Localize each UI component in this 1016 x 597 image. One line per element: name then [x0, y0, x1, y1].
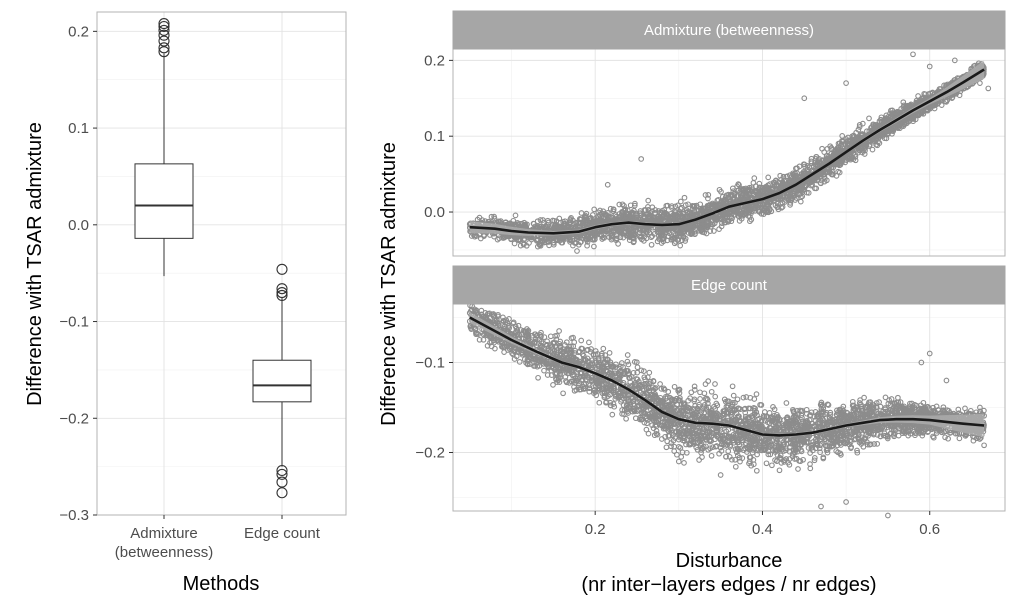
box-iqr [253, 360, 311, 402]
boxplot-y-tick-label: −0.3 [59, 507, 89, 524]
boxplot-y-tick-label: 0.2 [68, 23, 89, 40]
boxplot-x-tick-label: Admixture [130, 525, 198, 542]
facet-y-tick-label: 0.1 [424, 128, 445, 145]
boxplot-panel-background [97, 12, 346, 515]
boxplot-x-axis-title: Methods [183, 573, 260, 595]
facet-strip-label: Admixture (betweenness) [644, 22, 814, 39]
boxplot-y-axis-title: Difference with TSAR admixture [24, 122, 46, 406]
scatter-chart: Admixture (betweenness) 0.0 0.1 0.2 Edge cou… [378, 11, 1005, 596]
facet-y-tick-label: 0.0 [424, 204, 445, 221]
facet-y-tick-label: 0.2 [424, 52, 445, 69]
boxplot-y-tick-label: −0.1 [59, 314, 89, 331]
facet-panel-2: Edge count−0.2−0.1 [415, 266, 1005, 518]
box-iqr [135, 164, 193, 238]
boxplot-y-tick-label: −0.2 [59, 410, 89, 427]
boxplot-x-tick-label: (betweenness) [115, 544, 213, 561]
boxplot-x-tick-label: Edge count [244, 525, 321, 542]
facet-panel-1: Admixture (betweenness) 0.0 0.1 0.2 [424, 11, 1005, 256]
boxplot-chart: −0.3 −0.2 −0.1 0.0 0.1 0.2 Admixture (betweenne… [24, 12, 346, 595]
boxplot-y-tick-label: 0.1 [68, 120, 89, 137]
boxplot-y-tick-label: 0.0 [68, 217, 89, 234]
